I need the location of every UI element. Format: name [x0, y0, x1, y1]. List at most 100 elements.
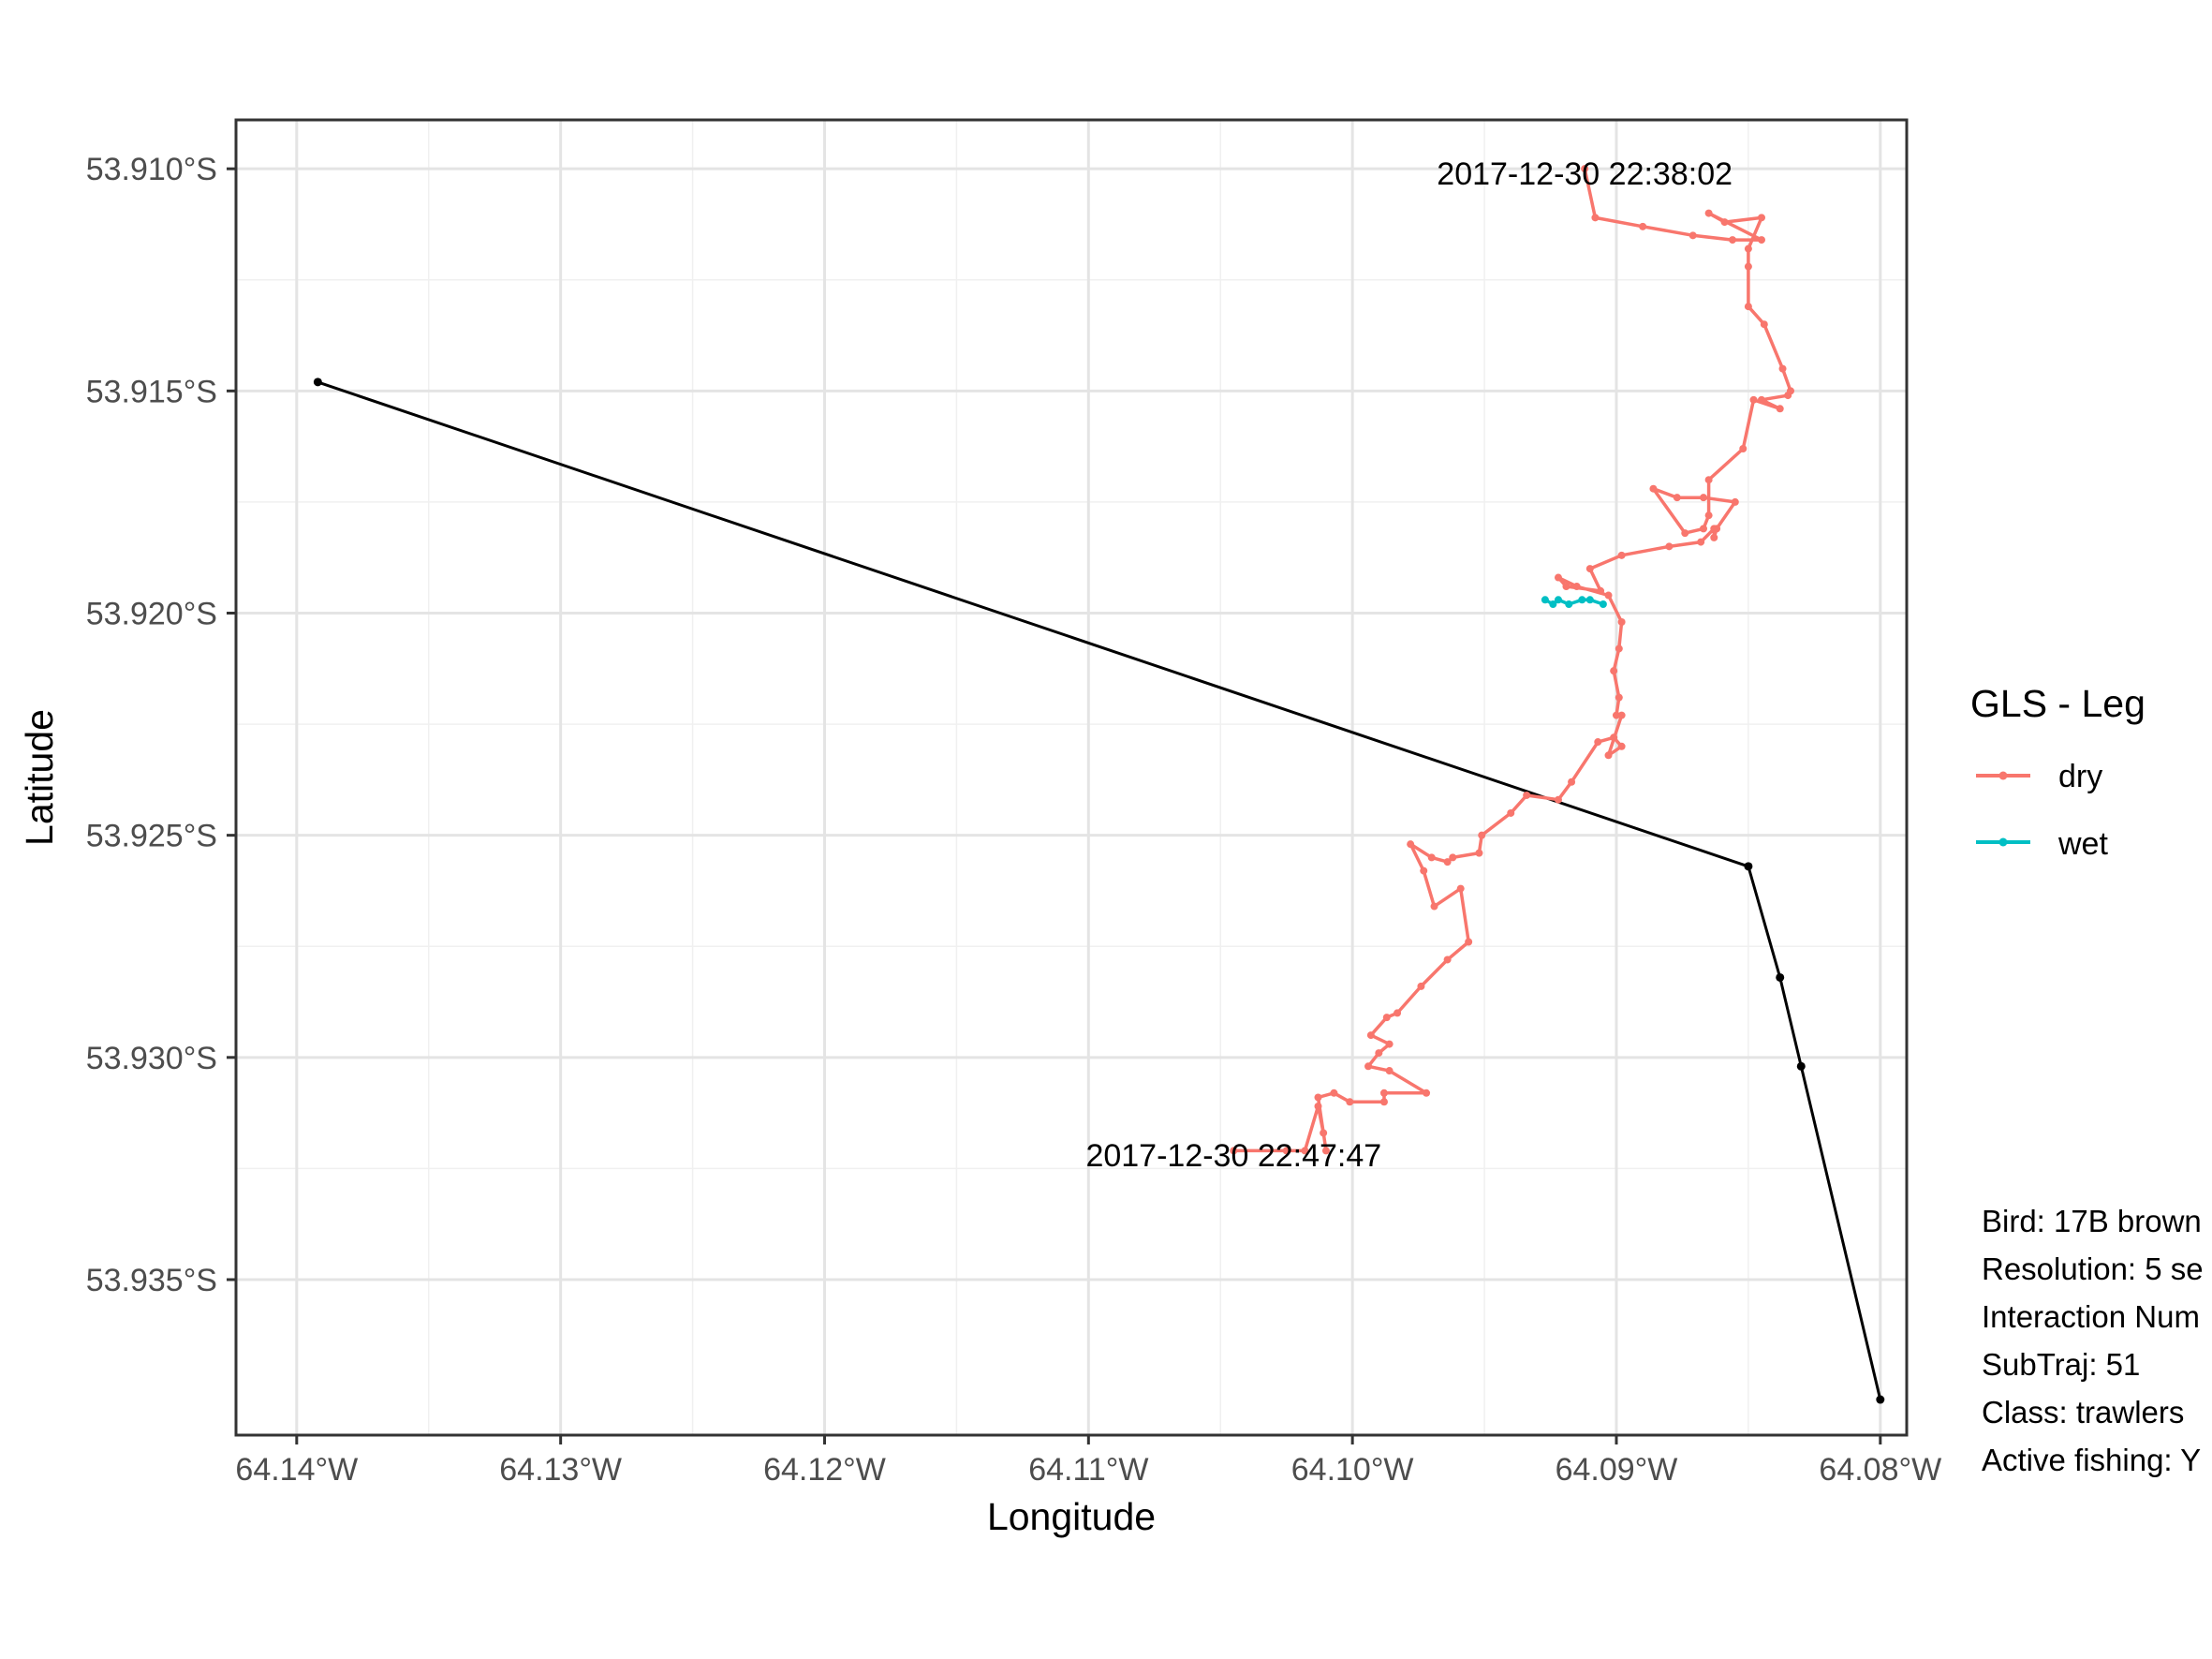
info-line-bird: Bird: 17B brown — [1982, 1204, 2202, 1238]
data-point-dry — [1465, 938, 1473, 946]
data-point-dry — [1427, 853, 1436, 862]
data-point-dry — [1728, 236, 1736, 244]
data-point-dry — [1757, 395, 1765, 404]
data-point-series-2 — [1796, 1061, 1806, 1071]
data-point-dry — [1749, 395, 1758, 404]
timestamp-annotation-1: 2017-12-30 22:47:47 — [1085, 1138, 1381, 1174]
data-point-wet — [1549, 600, 1557, 609]
data-point-dry — [1375, 1049, 1383, 1058]
data-point-dry — [1385, 1040, 1394, 1048]
data-point-dry — [1507, 808, 1515, 817]
info-line-resolution: Resolution: 5 se — [1982, 1252, 2204, 1286]
series-dry — [1230, 165, 1794, 1155]
y-tick-label: 53.930°S — [86, 1041, 217, 1076]
data-point-dry — [1320, 1129, 1328, 1137]
data-point-wet — [1541, 596, 1549, 604]
data-point-dry — [1581, 165, 1589, 173]
data-point-dry — [1407, 840, 1415, 849]
x-tick-label: 64.13°W — [499, 1452, 622, 1488]
data-point-series-2 — [1744, 862, 1753, 871]
data-point-dry — [1688, 231, 1697, 240]
data-point-wet — [1599, 600, 1607, 609]
data-point-dry — [1475, 849, 1483, 857]
data-point-dry — [1449, 853, 1457, 862]
info-line-subtraj: SubTraj: 51 — [1982, 1347, 2140, 1382]
data-point-dry — [1568, 778, 1576, 786]
data-point-dry — [1604, 751, 1613, 760]
data-point-dry — [1282, 1147, 1290, 1155]
data-point-dry — [1757, 214, 1765, 222]
data-point-series-2 — [313, 378, 322, 387]
y-tick-label: 53.920°S — [86, 597, 217, 632]
data-point-dry — [1776, 405, 1784, 413]
data-point-dry — [1443, 955, 1452, 964]
series-wet — [1541, 596, 1607, 609]
data-point-dry — [1617, 711, 1626, 719]
data-point-dry — [1615, 644, 1623, 653]
data-point-dry — [1523, 791, 1531, 799]
y-tick-label: 53.925°S — [86, 819, 217, 854]
data-point-dry — [1430, 902, 1438, 911]
data-point-dry — [1597, 586, 1605, 595]
legend-key-dry-dot — [1998, 771, 2008, 780]
data-point-dry — [1420, 867, 1428, 875]
data-point-dry — [1704, 476, 1713, 484]
data-point-dry — [1617, 617, 1626, 626]
data-point-dry — [1417, 982, 1425, 990]
data-point-dry — [1321, 1147, 1330, 1155]
data-point-dry — [1330, 1089, 1338, 1097]
data-point-wet — [1585, 596, 1594, 604]
data-point-dry — [1612, 711, 1620, 719]
data-point-dry — [1314, 1103, 1322, 1110]
data-point-series-2 — [1776, 972, 1785, 982]
data-point-dry — [1681, 529, 1689, 538]
data-point-dry — [1301, 1147, 1309, 1155]
data-point-dry — [1697, 538, 1705, 546]
x-tick-label: 64.10°W — [1291, 1452, 1414, 1488]
data-point-dry — [1364, 1062, 1373, 1071]
data-point-dry — [1617, 742, 1626, 750]
data-point-dry — [1585, 565, 1594, 573]
data-point-wet — [1578, 596, 1586, 604]
data-point-series-2 — [1876, 1395, 1885, 1404]
data-point-dry — [1704, 209, 1713, 217]
data-point-dry — [1456, 884, 1465, 893]
legend-item-dry: dry — [1976, 759, 2102, 794]
data-point-dry — [1443, 858, 1452, 867]
series-series-2 — [313, 378, 1885, 1404]
data-point-dry — [1379, 1098, 1388, 1106]
data-point-dry — [1230, 1147, 1238, 1155]
data-point-dry — [1591, 214, 1600, 222]
y-axis-title: Latitude — [18, 709, 61, 846]
data-point-dry — [1346, 1098, 1354, 1106]
data-point-dry — [1710, 533, 1718, 541]
legend-title: GLS - Leg — [1970, 682, 2146, 725]
legend-label-wet: wet — [2057, 826, 2108, 862]
axis-ticks: 64.14°W 64.13°W 64.12°W 64.11°W 64.10°W 64.09… — [86, 152, 1941, 1488]
data-point-dry — [1731, 497, 1739, 506]
data-point-dry — [1610, 667, 1618, 675]
data-point-wet — [1554, 596, 1562, 604]
data-point-dry — [1562, 583, 1571, 591]
data-point-dry — [1604, 591, 1613, 600]
data-point-dry — [1554, 795, 1562, 804]
data-point-dry — [1673, 494, 1681, 502]
data-point-dry — [1610, 733, 1618, 742]
info-line-interaction: Interaction Num — [1982, 1299, 2200, 1334]
data-point-dry — [1757, 236, 1765, 244]
x-tick-label: 64.11°W — [1028, 1452, 1148, 1488]
grid-lines — [236, 120, 1907, 1435]
legend-label-dry: dry — [2058, 759, 2102, 794]
y-tick-label: 53.915°S — [86, 374, 217, 409]
data-point-dry — [1710, 525, 1718, 533]
data-point-dry — [1385, 1067, 1394, 1075]
panel-border — [234, 118, 1909, 1437]
x-tick-label: 64.08°W — [1819, 1452, 1941, 1488]
legend: GLS - Leg dry wet — [1970, 682, 2146, 862]
data-point-dry — [1572, 583, 1581, 591]
data-point-dry — [1704, 511, 1713, 520]
data-point-dry — [1699, 494, 1707, 502]
data-point-dry — [1379, 1089, 1388, 1097]
data-point-dry — [1778, 364, 1787, 373]
